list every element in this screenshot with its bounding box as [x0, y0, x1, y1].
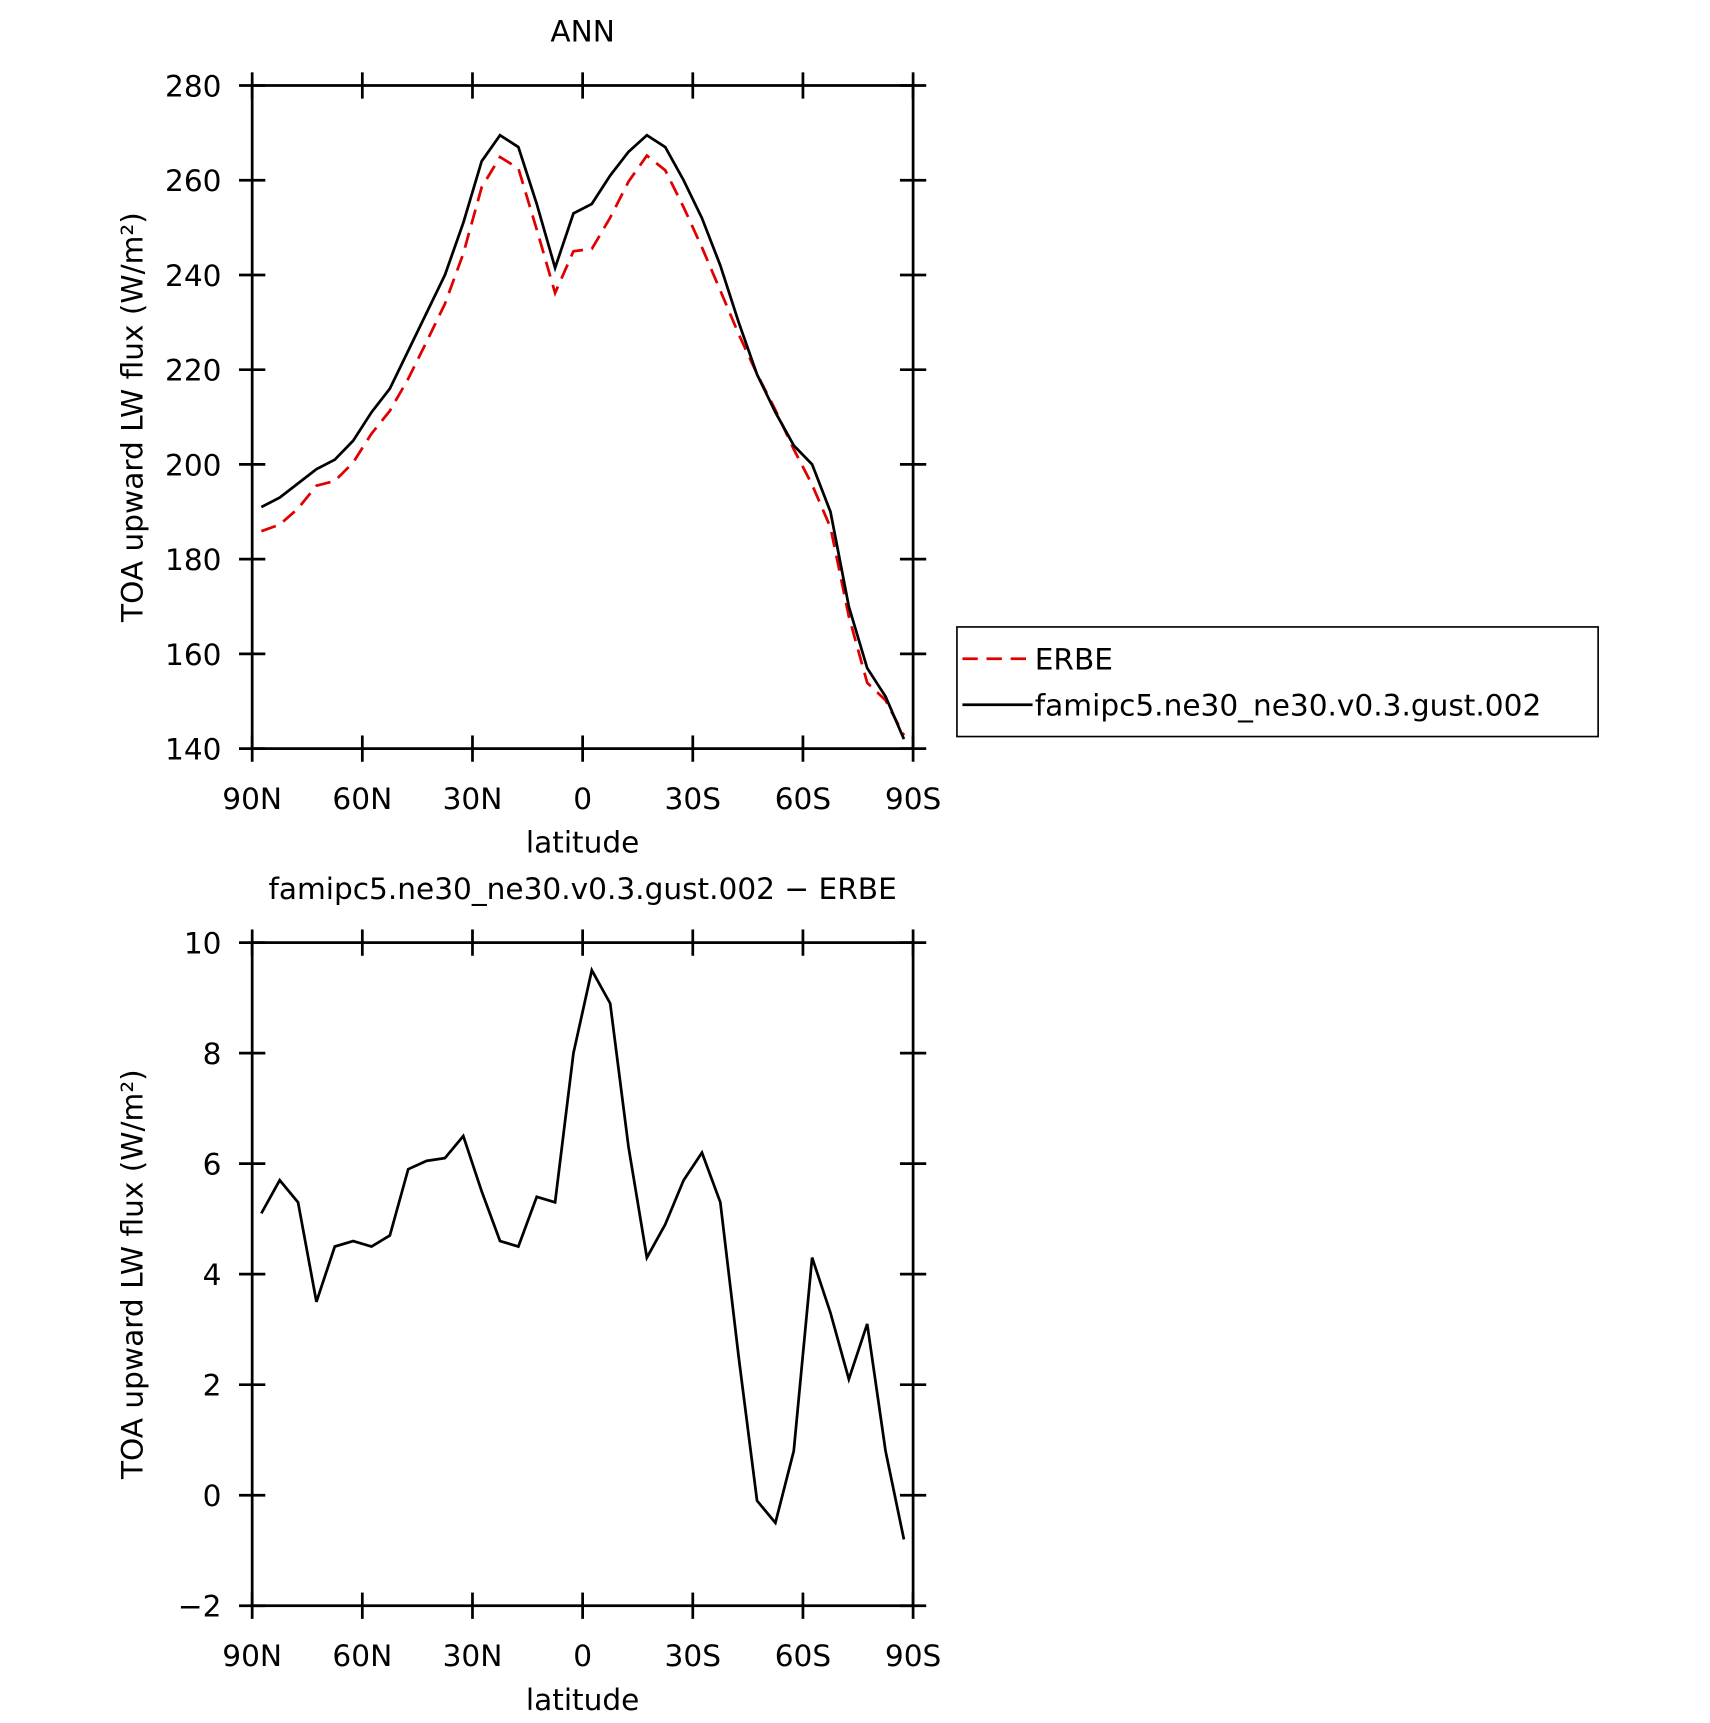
x-tick-label: 90N: [222, 782, 282, 816]
y-tick-label: 240: [165, 259, 221, 293]
x-tick-label: 90S: [885, 782, 941, 816]
x-tick-label: 90S: [885, 1639, 941, 1673]
x-tick-label: 30S: [665, 782, 721, 816]
y-tick-label: 280: [165, 69, 221, 103]
chart-title: famipc5.ne30_ne30.v0.3.gust.002 − ERBE: [268, 872, 896, 906]
y-axis-label: TOA upward LW flux (W/m²): [116, 1069, 150, 1480]
y-tick-label: 180: [165, 543, 221, 577]
x-tick-label: 30S: [665, 1639, 721, 1673]
x-tick-label: 30N: [443, 782, 503, 816]
y-axis-label: TOA upward LW flux (W/m²): [116, 212, 150, 623]
data-line: [260, 153, 906, 736]
x-tick-label: 60N: [332, 782, 392, 816]
chart-title: ANN: [550, 15, 615, 49]
legend-box: [956, 626, 1599, 738]
legend-label: ERBE: [1035, 643, 1113, 677]
plot-frame: [250, 84, 915, 750]
y-tick-label: 6: [203, 1148, 222, 1182]
y-tick-label: 4: [203, 1258, 222, 1292]
data-line: [260, 133, 906, 740]
x-tick-label: 0: [573, 782, 592, 816]
x-tick-label: 60N: [332, 1639, 392, 1673]
y-tick-label: 0: [203, 1479, 222, 1513]
x-tick-label: 90N: [222, 1639, 282, 1673]
y-tick-label: 10: [184, 927, 222, 961]
x-axis-label: latitude: [526, 1683, 639, 1717]
x-tick-label: 30N: [443, 1639, 503, 1673]
legend-label: famipc5.ne30_ne30.v0.3.gust.002: [1035, 689, 1542, 723]
y-tick-label: 140: [165, 733, 221, 767]
y-tick-label: 8: [203, 1037, 222, 1071]
y-tick-label: 160: [165, 638, 221, 672]
y-tick-label: 260: [165, 164, 221, 198]
x-tick-label: 0: [573, 1639, 592, 1673]
y-tick-label: 220: [165, 354, 221, 388]
data-line: [260, 966, 906, 1540]
x-axis-label: latitude: [526, 826, 639, 860]
x-tick-label: 60S: [775, 782, 831, 816]
y-tick-label: 2: [203, 1369, 222, 1403]
y-tick-label: −2: [178, 1590, 222, 1624]
y-tick-label: 200: [165, 448, 221, 482]
plot-frame: [250, 941, 915, 1608]
x-tick-label: 60S: [775, 1639, 831, 1673]
